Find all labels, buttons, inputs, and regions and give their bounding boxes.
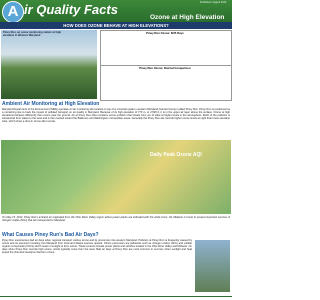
photo (1, 30, 97, 99)
section-heading: Ambient Air Monitoring at High Elevation (2, 101, 100, 107)
footer-rule (0, 296, 232, 297)
logo: A (2, 1, 24, 23)
photo (195, 240, 230, 292)
map (1, 140, 231, 214)
header-band (0, 0, 232, 22)
paragraph: Maryland Department of the Environment (… (2, 108, 230, 124)
paragraph: Piney Run experiences bad air days when … (2, 239, 192, 255)
subtitle: Ozone at High Elevation (150, 14, 225, 21)
section-heading: What Causes Piney Run's Bad Air Days? (2, 232, 99, 238)
photo-caption: Piney Run, an ozone monitoring station a… (3, 31, 62, 37)
chart-frame (100, 30, 232, 66)
map-caption: On May 15, 2013, Piney Run's ambient air… (2, 216, 230, 223)
chart-title: Piney Run Ozone: Diurnal Comparison (139, 66, 191, 70)
page: Published: August 2013 A ir Quality Fact… (0, 0, 232, 297)
title: ir Quality Facts (24, 2, 118, 17)
chart-title: Piney Run Ozone: 8/25 Days (146, 31, 184, 35)
published: Published: August 2013 (200, 1, 227, 4)
chart-frame (100, 65, 232, 101)
map-label: Daily Peak Ozone AQI (150, 152, 202, 158)
banner: HOW DOES OZONE BEHAVE AT HIGH ELEVATIONS… (0, 22, 232, 29)
